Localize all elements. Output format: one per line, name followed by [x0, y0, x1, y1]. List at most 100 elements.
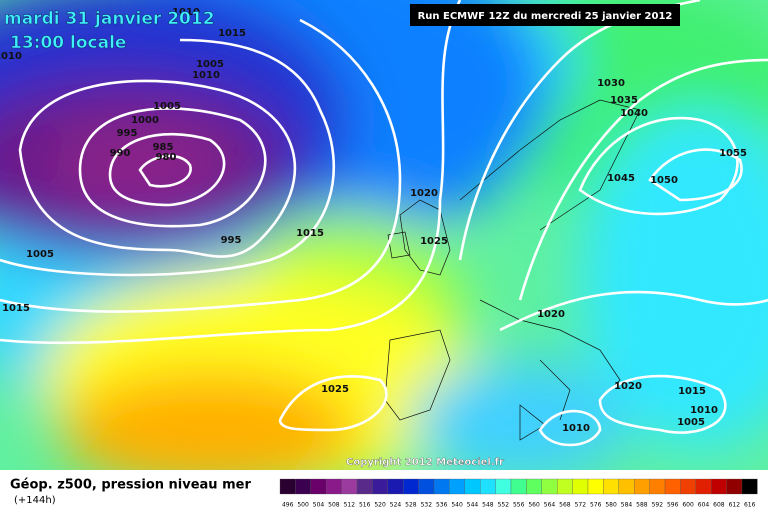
- isobar: [0, 18, 402, 313]
- isobar-label: 1025: [420, 236, 448, 247]
- isobar-label: 1005: [153, 101, 181, 112]
- scale-label: 612: [729, 502, 741, 509]
- scale-swatch: [526, 478, 542, 495]
- isobar-label: 1045: [607, 173, 635, 184]
- scale-label: 608: [713, 502, 725, 509]
- isobar-labels: 1010101010151005101010051000995990985980…: [0, 7, 747, 434]
- isobar-label: 1000: [131, 115, 159, 126]
- run-info: Run ECMWF 12Z du mercredi 25 janvier 201…: [418, 11, 673, 22]
- scale-swatch: [433, 478, 450, 495]
- isobar-label: 1050: [650, 175, 678, 186]
- scale-label: 584: [621, 502, 633, 509]
- isobar-label: 1015: [296, 228, 324, 239]
- scale-label: 496: [282, 502, 294, 509]
- isobar-label: 995: [117, 128, 138, 139]
- scale-swatch: [541, 478, 558, 495]
- scale-swatch: [310, 478, 327, 495]
- scale-swatch: [726, 478, 743, 495]
- scale-label: 520: [374, 502, 386, 509]
- scale-swatch: [634, 478, 650, 495]
- isobar: [648, 148, 743, 202]
- scale-label: 580: [605, 502, 617, 509]
- scale-label: 596: [667, 502, 679, 509]
- scale-label: 524: [390, 502, 402, 509]
- scale-label: 576: [590, 502, 602, 509]
- isobar: [18, 79, 297, 258]
- scale-label: 544: [467, 502, 479, 509]
- scale-swatch: [741, 478, 758, 495]
- scale-label: 588: [636, 502, 648, 509]
- run-box: [410, 4, 680, 26]
- isobar-label: 1010: [192, 70, 220, 81]
- isobar-label: 1005: [26, 249, 54, 260]
- isobar-label: 1005: [196, 59, 224, 70]
- isobar: [0, 38, 336, 277]
- scale-swatch: [557, 478, 573, 495]
- isobar-label: 1015: [218, 28, 246, 39]
- isobar-label: 985: [153, 142, 174, 153]
- date-title: mardi 31 janvier 2012: [4, 9, 215, 29]
- field: [0, 0, 768, 470]
- scale-swatch: [495, 478, 512, 495]
- scale-label: 616: [744, 502, 756, 509]
- scale-label: 512: [344, 502, 356, 509]
- isobar-label: 1010: [562, 423, 590, 434]
- isobar-label: 995: [221, 235, 242, 246]
- color-scale: 496 500 504 508 512 516 520 524 528 532 536 540 544 5…: [279, 478, 758, 509]
- scale-swatch: [695, 478, 712, 495]
- isobar: [78, 107, 267, 228]
- scale-swatch: [711, 478, 727, 495]
- isobar-label: 1020: [537, 309, 565, 320]
- isobar-label: 1005: [677, 417, 705, 428]
- scale-label: 604: [698, 502, 710, 509]
- scale-label: 532: [421, 502, 433, 509]
- scale-swatch: [356, 478, 373, 495]
- copyright: Copyright 2012 Meteociel.fr: [346, 457, 504, 468]
- isobar-label: 990: [110, 148, 131, 159]
- scale-swatch: [449, 478, 465, 495]
- scale-swatch: [664, 478, 681, 495]
- scale-label: 592: [652, 502, 664, 509]
- isobar: [138, 154, 192, 188]
- scale-label: 572: [575, 502, 587, 509]
- isobar: [538, 409, 602, 447]
- scale-label: 516: [359, 502, 371, 509]
- scale-swatch: [418, 478, 435, 495]
- scale-label: 508: [328, 502, 340, 509]
- scale-label: 600: [682, 502, 694, 509]
- isobar-label: 1020: [410, 188, 438, 199]
- scale-swatch: [680, 478, 696, 495]
- scale-label: 504: [313, 502, 325, 509]
- coastline: [384, 99, 641, 441]
- isobar: [518, 58, 768, 301]
- isobar-label: 1015: [2, 303, 30, 314]
- isobar: [578, 116, 739, 216]
- isobar: [499, 290, 768, 332]
- scale-swatch: [572, 478, 589, 495]
- legend-title: Géop. z500, pression niveau mer: [10, 478, 251, 493]
- isobar-label: 1010: [0, 51, 22, 62]
- scale-swatch: [587, 478, 604, 495]
- scale-swatch: [603, 478, 619, 495]
- scale-swatch: [372, 478, 388, 495]
- scale-swatch: [326, 478, 342, 495]
- scale-label: 560: [528, 502, 540, 509]
- scale-label: 500: [297, 502, 309, 509]
- isobar: [0, 0, 462, 345]
- isobar-label: 1040: [620, 108, 648, 119]
- scale-swatch: [387, 478, 404, 495]
- isobar-label: 1030: [597, 78, 625, 89]
- scale-label: 536: [436, 502, 448, 509]
- scale-swatch: [480, 478, 496, 495]
- isobar-label: 1020: [614, 381, 642, 392]
- scale-swatch: [279, 478, 296, 495]
- isobar: [278, 375, 388, 432]
- isobar-label: 980: [156, 152, 177, 163]
- isobar-label: 1015: [678, 386, 706, 397]
- isobar: [108, 132, 226, 207]
- scale-swatch: [341, 478, 358, 495]
- scale-swatch: [510, 478, 527, 495]
- isobar-label: 1035: [610, 95, 638, 106]
